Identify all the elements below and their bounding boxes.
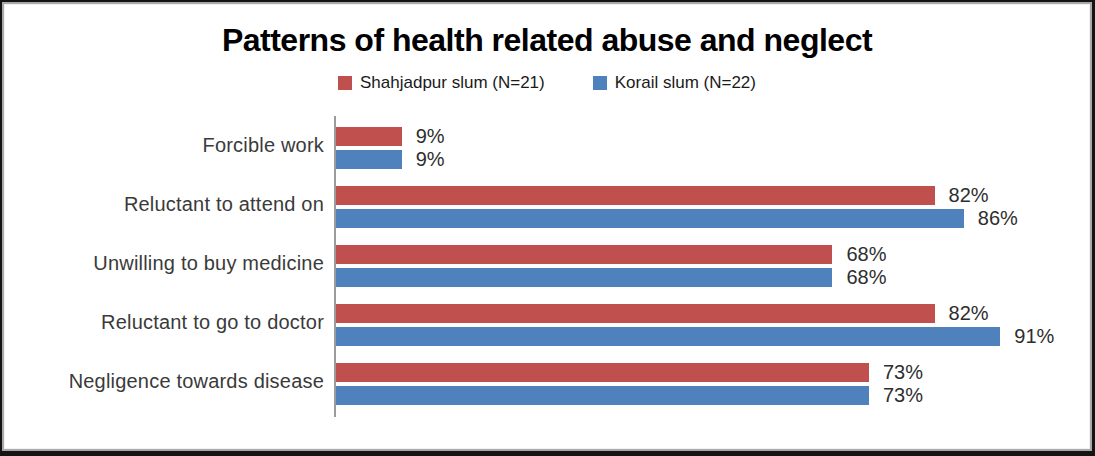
legend-item-shahjadpur: Shahjadpur slum (N=21) xyxy=(338,73,545,93)
bar-row: 82% xyxy=(336,304,1084,323)
bar-row: 91% xyxy=(336,327,1084,346)
bar-row: 86% xyxy=(336,209,1084,228)
category-label: Negligence towards disease xyxy=(10,352,334,411)
category-axis-labels: Forcible workReluctant to attend onUnwil… xyxy=(10,116,334,417)
bar xyxy=(336,327,1000,346)
bar xyxy=(336,386,869,405)
category-label: Reluctant to attend on xyxy=(10,175,334,234)
legend-item-korail: Korail slum (N=22) xyxy=(593,73,756,93)
bar-row: 73% xyxy=(336,363,1084,382)
chart-title: Patterns of health related abuse and neg… xyxy=(10,22,1084,59)
bar-value-label: 73% xyxy=(883,384,923,407)
legend-swatch-korail xyxy=(593,76,607,90)
bar-value-label: 9% xyxy=(416,148,445,171)
legend-swatch-shahjadpur xyxy=(338,76,352,90)
chart-canvas: Patterns of health related abuse and neg… xyxy=(2,2,1092,451)
bar-row: 68% xyxy=(336,245,1084,264)
bar xyxy=(336,127,402,146)
bar-value-label: 82% xyxy=(949,184,989,207)
bar-row: 68% xyxy=(336,268,1084,287)
bar xyxy=(336,304,935,323)
bar-value-label: 9% xyxy=(416,125,445,148)
bar-value-label: 91% xyxy=(1014,325,1054,348)
category-label: Reluctant to go to doctor xyxy=(10,293,334,352)
plot-area: 9%9%82%86%68%68%82%91%73%73% xyxy=(336,116,1084,417)
bar xyxy=(336,209,964,228)
bar xyxy=(336,363,869,382)
bar-row: 82% xyxy=(336,186,1084,205)
bar-value-label: 73% xyxy=(883,361,923,384)
bar-pair: 9%9% xyxy=(336,118,1084,177)
category-label: Unwilling to buy medicine xyxy=(10,234,334,293)
legend-label-korail: Korail slum (N=22) xyxy=(615,73,756,93)
bar xyxy=(336,245,832,264)
bar-row: 9% xyxy=(336,127,1084,146)
chart-frame: Patterns of health related abuse and neg… xyxy=(0,0,1095,456)
bar-value-label: 68% xyxy=(846,243,886,266)
legend-label-shahjadpur: Shahjadpur slum (N=21) xyxy=(360,73,545,93)
bar-pair: 73%73% xyxy=(336,354,1084,413)
bar-pair: 82%86% xyxy=(336,177,1084,236)
plot-region: Forcible workReluctant to attend onUnwil… xyxy=(10,116,1084,417)
bar-row: 73% xyxy=(336,386,1084,405)
category-label: Forcible work xyxy=(10,116,334,175)
bar-value-label: 82% xyxy=(949,302,989,325)
bar-pair: 68%68% xyxy=(336,236,1084,295)
bar xyxy=(336,268,832,287)
bar xyxy=(336,150,402,169)
legend: Shahjadpur slum (N=21) Korail slum (N=22… xyxy=(10,73,1084,93)
bar xyxy=(336,186,935,205)
bar-value-label: 86% xyxy=(978,207,1018,230)
bar-pair: 82% 91% xyxy=(336,295,1084,354)
bar-value-label: 68% xyxy=(846,266,886,289)
bar-row: 9% xyxy=(336,150,1084,169)
